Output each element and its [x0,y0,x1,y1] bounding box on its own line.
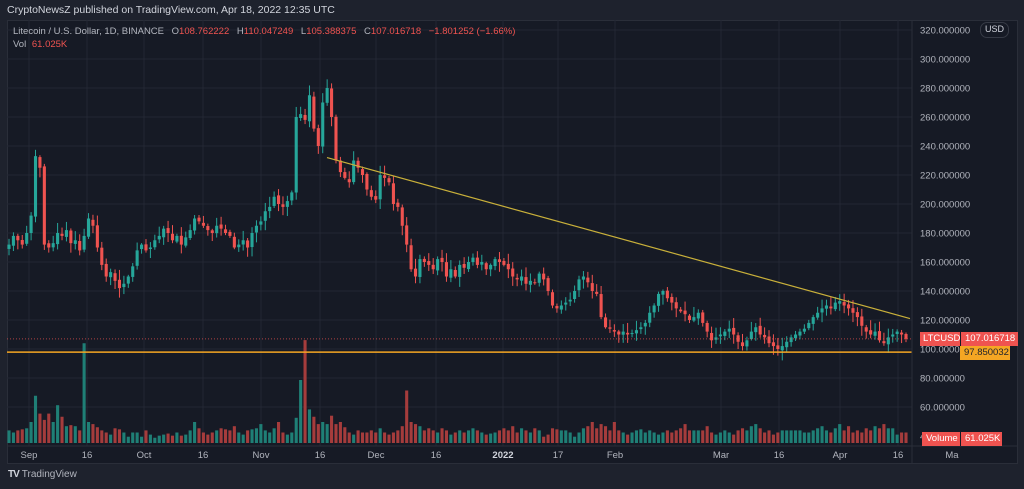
symbol-description[interactable]: Litecoin / U.S. Dollar, 1D, BINANCE [13,26,164,37]
price-axis[interactable]: 320.000000 300.000000 280.000000 260.000000… [920,26,970,443]
svg-text:16: 16 [893,450,904,461]
chart-legend: Litecoin / U.S. Dollar, 1D, BINANCE O108… [13,25,515,51]
last-price-badge: 107.016718 [960,332,1018,346]
volume-bars [7,340,908,443]
svg-text:Apr: Apr [833,450,848,461]
support-price-badge: 97.850032 [960,346,1010,360]
volume-badge-value: 61.025K [960,432,1002,446]
svg-text:200.000000: 200.000000 [920,200,970,211]
low-value: 105.388375 [306,26,357,37]
svg-text:16: 16 [774,450,785,461]
open-value: 108.762222 [179,26,230,37]
svg-text:320.000000: 320.000000 [920,26,970,37]
volume-label[interactable]: Vol [13,39,27,50]
svg-text:Dec: Dec [368,450,385,461]
svg-text:2022: 2022 [492,450,513,461]
svg-text:16: 16 [198,450,209,461]
low-label: L [300,26,307,37]
symbol-badge: LTCUSD [920,332,971,346]
volume-value: 61.025K [31,39,68,50]
svg-text:280.000000: 280.000000 [920,84,970,95]
chart-frame[interactable] [7,20,1018,464]
svg-text:100.000000: 100.000000 [920,345,970,356]
candlesticks [7,79,908,361]
svg-text:17: 17 [553,450,564,461]
svg-text:Oct: Oct [137,450,152,461]
grid-lines [7,20,912,446]
svg-text:240.000000: 240.000000 [920,142,970,153]
change-value: −1.801252 (−1.66%) [428,26,516,37]
time-axis[interactable]: Sep 16 Oct 16 Nov 16 Dec 16 2022 17 Feb Mar 16 Apr 16 M… [21,450,960,461]
svg-text:300.000000: 300.000000 [920,55,970,66]
svg-text:16: 16 [82,450,93,461]
svg-text:16: 16 [315,450,326,461]
tradingview-brand: TradingView [21,469,77,480]
currency-badge[interactable]: USD [980,22,1010,38]
ohlc-row: Litecoin / U.S. Dollar, 1D, BINANCE O108… [13,25,515,38]
tradingview-icon: TV [8,469,20,480]
svg-text:Nov: Nov [253,450,270,461]
close-label: C [364,26,371,37]
volume-row: Vol 61.025K [13,38,515,51]
svg-text:60.000000: 60.000000 [920,403,965,414]
svg-text:Mar: Mar [713,450,729,461]
svg-text:16: 16 [431,450,442,461]
svg-text:Sep: Sep [21,450,38,461]
svg-text:Feb: Feb [607,450,623,461]
svg-text:220.000000: 220.000000 [920,171,970,182]
svg-text:140.000000: 140.000000 [920,287,970,298]
svg-text:180.000000: 180.000000 [920,229,970,240]
svg-text:160.000000: 160.000000 [920,258,970,269]
open-label: O [171,26,180,37]
high-value: 110.047249 [243,26,294,37]
svg-text:120.000000: 120.000000 [920,316,970,327]
svg-text:80.000000: 80.000000 [920,374,965,385]
high-label: H [236,26,244,37]
volume-badge-label: Volume [922,432,960,446]
publish-info: CryptoNewsZ published on TradingView.com… [7,4,335,16]
close-value: 107.016718 [370,26,422,37]
svg-text:Ma: Ma [945,450,959,461]
tradingview-logo[interactable]: TV TradingView [8,469,77,480]
trendline[interactable] [326,157,911,320]
svg-text:260.000000: 260.000000 [920,113,970,124]
